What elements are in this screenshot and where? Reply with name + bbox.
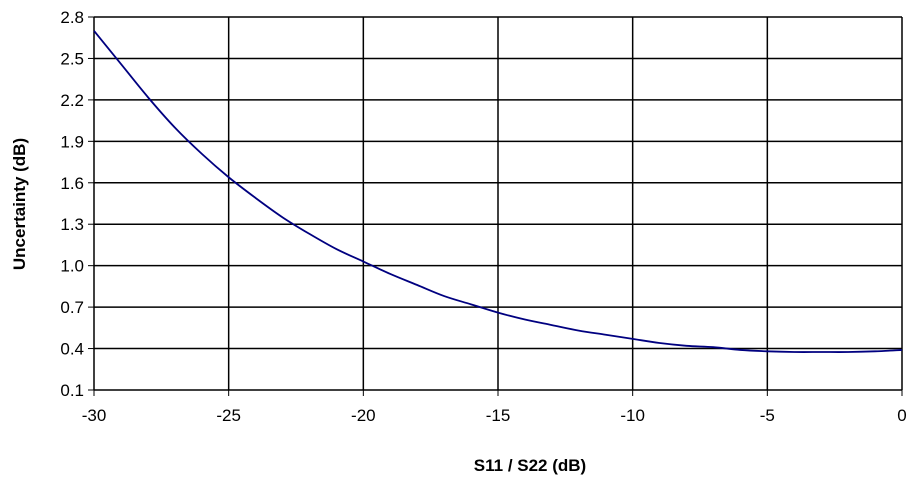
y-tick-label: 1.3: [60, 215, 84, 234]
y-tick-label: 2.5: [60, 49, 84, 68]
y-tick-label: 1.6: [60, 174, 84, 193]
y-tick-label: 1.9: [60, 132, 84, 151]
y-tick-label: 0.4: [60, 340, 84, 359]
x-tick-label: -30: [82, 406, 107, 425]
x-tick-label: -20: [351, 406, 376, 425]
y-tick-label: 2.2: [60, 91, 84, 110]
x-tick-label: -25: [216, 406, 241, 425]
x-tick-label: -15: [486, 406, 511, 425]
y-tick-label: 0.1: [60, 381, 84, 400]
tick-label-layer: 0.1 0.4 0.7 1.0 1.3 1.6 1.9 2.2 2.5 2.8 -30 -25 -20 -…: [60, 8, 906, 425]
y-tick-label: 1.0: [60, 257, 84, 276]
x-axis-title: S11 / S22 (dB): [474, 456, 586, 475]
uncertainty-series-line: [93, 30, 903, 353]
grid-layer: [93, 16, 903, 391]
x-tick-label: -5: [760, 406, 775, 425]
y-tick-label: 0.7: [60, 298, 84, 317]
y-tick-label: 2.8: [60, 8, 84, 27]
series-layer: [93, 30, 903, 353]
x-tick-label: 0: [897, 406, 906, 425]
axis-layer: [88, 16, 903, 396]
x-tick-label: -10: [620, 406, 645, 425]
y-axis-title: Uncertainty (dB): [10, 138, 29, 270]
